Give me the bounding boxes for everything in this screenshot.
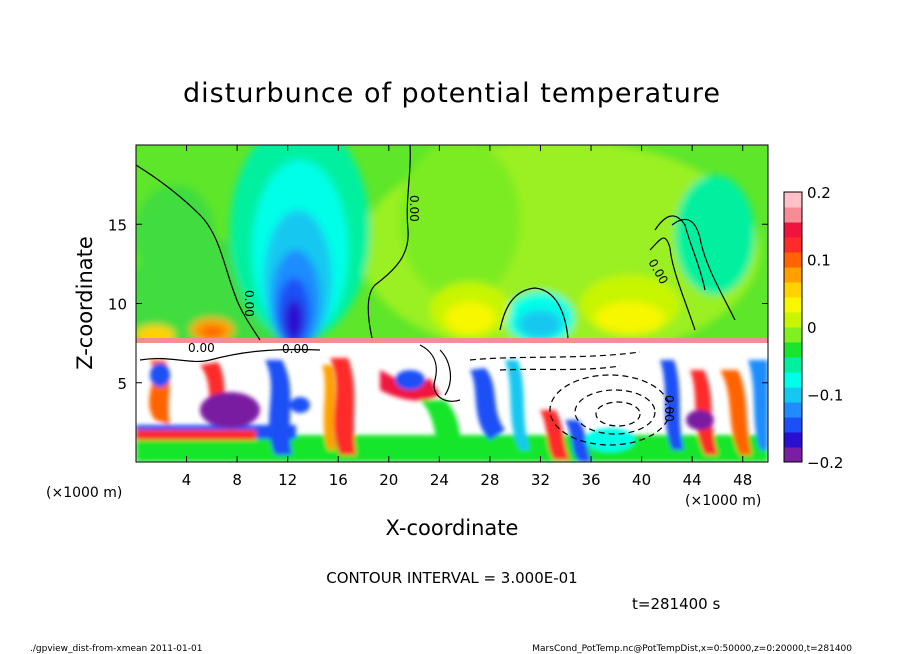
contour-label: 0.00: [242, 290, 256, 317]
colorbar-swatch: [784, 387, 802, 403]
colorbar-swatch: [784, 207, 802, 223]
colorbar-tick-label: −0.1: [807, 387, 843, 405]
colorbar-tick-label: 0: [807, 319, 817, 337]
heatmap-field: 0.00 0.00 0.00 0.00 0.00 0.00: [136, 145, 768, 462]
colorbar-swatch: [784, 417, 802, 433]
time-label: t=281400 s: [632, 595, 720, 613]
colorbar: [783, 191, 803, 463]
colorbar-swatch: [784, 252, 802, 268]
colorbar-swatch: [784, 402, 802, 418]
contour-label: 0.00: [282, 342, 309, 356]
colorbar-swatch: [784, 372, 802, 388]
colorbar-swatch: [784, 192, 802, 208]
colorbar-swatch: [784, 447, 802, 463]
x-tick-label: 8: [232, 471, 242, 489]
contour-label: 0.00: [188, 341, 215, 355]
colorbar-swatch: [784, 432, 802, 448]
x-tick-label: 44: [683, 471, 702, 489]
x-tick-label: 28: [480, 471, 499, 489]
colorbar-swatch: [784, 327, 802, 343]
colorbar-swatch: [784, 282, 802, 298]
x-tick-label: 24: [430, 471, 449, 489]
colorbar-tick-label: 0.1: [807, 252, 831, 270]
colorbar-swatch: [784, 297, 802, 313]
colorbar-ticks: 0.2 0.1 0 −0.1 −0.2: [807, 184, 843, 472]
colorbar-swatch: [784, 342, 802, 358]
colorbar-swatch: [784, 312, 802, 328]
y-tick-label: 5: [117, 375, 127, 393]
contour-label: 0.00: [662, 395, 676, 422]
contour-dashed: [469, 351, 671, 446]
colorbar-swatch: [784, 267, 802, 283]
x-tick-label: 4: [182, 471, 192, 489]
x-tick-label: 12: [278, 471, 297, 489]
colorbar-swatch: [784, 222, 802, 238]
colorbar-swatch: [784, 237, 802, 253]
x-tick-label: 16: [329, 471, 348, 489]
x-tick-label: 48: [733, 471, 752, 489]
x-tick-label: 40: [632, 471, 651, 489]
x-tick-label: 32: [531, 471, 550, 489]
y-axis: 5 10 15: [108, 216, 768, 393]
footer-left: ./gpview_dist-from-xmean 2011-01-01: [30, 644, 202, 654]
contour-label: 0.00: [407, 195, 421, 222]
y-tick-label: 15: [108, 216, 127, 234]
colorbar-swatch: [784, 357, 802, 373]
contour-lines: [136, 145, 736, 402]
x-axis-label: X-coordinate: [386, 516, 519, 540]
colorbar-tick-label: −0.2: [807, 454, 843, 472]
x-axis-unit-right: (×1000 m): [685, 493, 761, 509]
x-axis: 4 8 12 16 20 24 28 32 36 40 44 48: [182, 145, 752, 489]
x-tick-label: 20: [379, 471, 398, 489]
x-axis-unit-left: (×1000 m): [46, 485, 122, 501]
y-tick-label: 10: [108, 296, 127, 314]
colorbar-frame: [783, 191, 803, 463]
colorbar-tick-label: 0.2: [807, 184, 831, 202]
x-tick-label: 36: [581, 471, 600, 489]
contour-interval: CONTOUR INTERVAL = 3.000E-01: [326, 569, 577, 587]
chart-title: disturbunce of potential temperature: [183, 78, 721, 109]
y-axis-label: Z-coordinate: [73, 236, 97, 370]
footer-right: MarsCond_PotTemp.nc@PotTempDist,x=0:5000…: [532, 644, 852, 654]
